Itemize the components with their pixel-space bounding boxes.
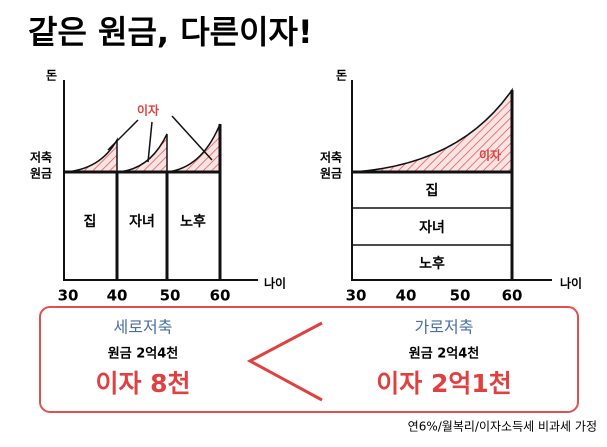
principal-label: 원금	[320, 167, 342, 181]
principal-label: 원금	[30, 167, 52, 181]
right-principal: 원금 2억4천	[409, 347, 479, 362]
x-tick-label: 30	[346, 287, 367, 305]
y-axis-label: 돈	[46, 69, 57, 83]
left-principal: 원금 2억4천	[108, 347, 178, 362]
x-axis-label: 나이	[264, 276, 286, 291]
segment-label: 자녀	[129, 213, 155, 230]
segment-label: 노후	[180, 214, 206, 230]
left-diagram: 돈 저축 원금 이자 집 자녀 노후 나이 30 40 50 60	[30, 69, 286, 305]
x-tick-label: 60	[210, 287, 231, 305]
segment-label: 자녀	[419, 219, 445, 236]
right-diagram: 돈 저축 원금 이자 집 자녀 노후 나이 30 40 50 60	[320, 69, 582, 305]
right-interest: 이자 2억1천	[376, 369, 512, 398]
x-tick-label: 40	[396, 287, 417, 305]
x-tick-label: 30	[58, 287, 79, 305]
x-tick-label: 40	[107, 287, 128, 305]
segment-label: 집	[84, 213, 97, 230]
x-tick-label: 50	[160, 287, 181, 305]
x-tick-label: 50	[450, 287, 471, 305]
y-axis-label: 돈	[336, 69, 347, 83]
left-title: 세로저축	[114, 318, 173, 337]
principal-label: 저축	[320, 150, 342, 165]
interest-label: 이자	[137, 103, 159, 118]
left-interest: 이자 8천	[95, 369, 190, 398]
comparison: 세로저축 원금 2억4천 이자 8천 가로저축 원금 2억4천 이자 2억1천	[39, 306, 579, 413]
title: 같은 원금, 다른이자!	[28, 13, 313, 51]
x-axis-label: 나이	[560, 276, 582, 291]
segment-label: 집	[426, 182, 439, 199]
interest-label: 이자	[479, 148, 501, 163]
principal-label: 저축	[30, 150, 52, 165]
footnote: 연6%/월복리/이자소득세 비과세 가정	[408, 420, 597, 434]
right-title: 가로저축	[415, 318, 474, 337]
x-tick-label: 60	[502, 287, 523, 305]
segment-label: 노후	[419, 256, 445, 272]
